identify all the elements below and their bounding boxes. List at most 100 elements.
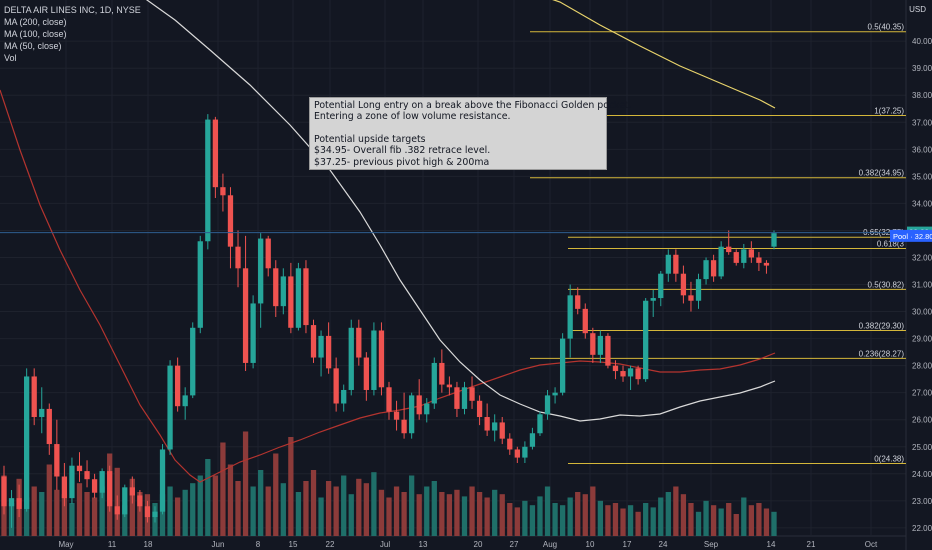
candle-body [76,465,83,472]
y-tick-label: 25.00 [912,443,932,452]
annotation-line: Entering a zone of low volume resistance… [314,111,511,123]
candle-body [620,371,626,377]
volume-bar [220,442,226,536]
candle-body [431,362,437,404]
candle-body [258,238,264,304]
candle-body [174,365,181,407]
annotation-line: $37.25- previous pivot high & 200ma [314,156,490,168]
candle-body [91,479,98,493]
candle-body [514,449,520,458]
volume-bar [635,511,641,536]
candle-body [152,511,158,518]
volume-bar [673,486,679,536]
fib-level-label: 0.382(34.95) [859,169,905,178]
candle-body [582,308,588,334]
candle-body [552,392,558,396]
candle-body [39,408,45,418]
fib-level-label: 1(37.25) [874,107,904,116]
candle-body [499,422,505,439]
volume-bar [325,481,332,536]
volume-bar [544,486,551,536]
volume-bar [265,486,271,536]
y-tick-label: 27.00 [912,389,932,398]
volume-bar [552,503,558,536]
volume-bar [174,497,181,536]
volume-bar [484,497,490,536]
candle-body [756,257,762,263]
indicator-ma200[interactable]: MA (200, close) [4,17,67,27]
indicator-ma100[interactable]: MA (100, close) [4,29,67,39]
candle-body [8,498,15,507]
volume-bar [650,507,656,536]
candle-body [190,327,196,396]
volume-bar [129,478,135,536]
volume-bar [461,496,468,536]
indicator-volume[interactable]: Vol [4,53,17,63]
candle-body [159,449,166,512]
y-tick-label: 22.00 [912,524,932,533]
candle-body [54,444,60,477]
candle-body [635,368,641,380]
candle-body [197,241,203,328]
candle-body [122,487,128,515]
candle-body [703,260,709,280]
volume-bar [242,431,249,536]
x-tick-label: 8 [256,540,261,549]
volume-bar [537,496,543,536]
candle-body [658,273,664,299]
volume-bar [575,492,581,536]
candle-body [627,368,634,377]
candle-body [303,268,309,326]
candle-body [318,335,324,358]
candle-body [371,330,377,390]
y-tick-label: 37.00 [912,118,932,127]
volume-bar [529,505,536,536]
candle-body [537,414,543,434]
volume-bar [182,489,188,536]
currency-label: USD [909,5,926,14]
candle-body [484,417,490,431]
candle-body [741,249,747,263]
annotation-note[interactable]: Potential Long entry on a break above th… [309,97,632,170]
x-tick-label: 13 [419,540,428,549]
volume-bar [167,486,173,536]
candle-body [107,471,113,507]
volume-bar [658,497,664,536]
volume-bar [439,492,445,536]
x-tick-label: 14 [767,540,776,549]
volume-bar [559,505,566,536]
candle-body [129,487,135,496]
chart-legend: DELTA AIR LINES INC, 1D, NYSE MA (200, c… [4,4,141,64]
candle-body [424,403,430,415]
volume-bar [401,492,407,536]
indicator-ma50[interactable]: MA (50, close) [4,41,62,51]
volume-bar [235,481,241,536]
volume-bar [582,494,588,536]
y-tick-label: 32.00 [912,253,932,262]
volume-bar [39,492,45,536]
candle-body [205,119,211,242]
symbol-title[interactable]: DELTA AIR LINES INC, 1D, NYSE [4,5,141,15]
volume-bar [227,464,234,536]
volume-bar [197,475,203,536]
volume-bar [620,508,626,536]
volume-bar [665,492,671,536]
x-tick-label: 10 [586,540,595,549]
y-tick-label: 26.00 [912,416,932,425]
candle-body [242,268,249,363]
volume-bar [303,481,309,536]
volume-bar [741,497,747,536]
candle-body [114,506,120,515]
candle-body [273,268,279,307]
candle-body [748,249,754,258]
candle-body [61,476,68,499]
candle-body [529,433,536,447]
volume-bar [310,470,317,536]
volume-bar [341,475,347,536]
candle-body [99,471,105,493]
volume-bar [454,489,460,536]
volume-bar [756,503,762,536]
volume-bar [54,489,60,536]
